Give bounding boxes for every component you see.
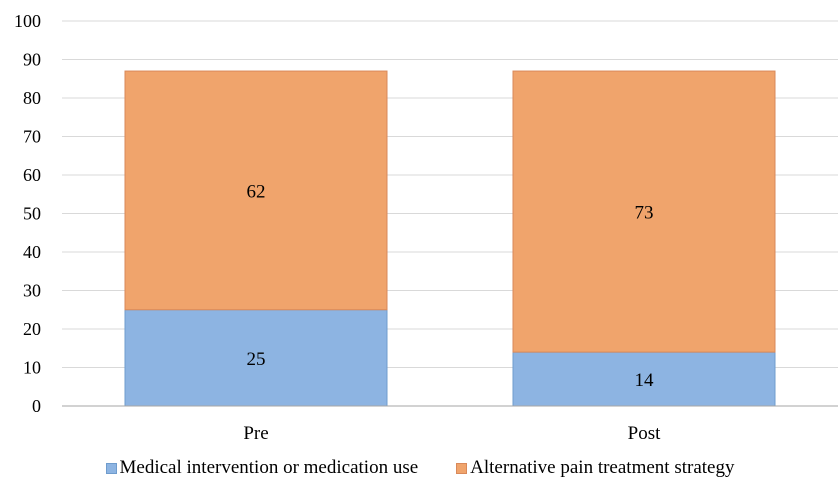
x-axis-ticks: Pre Post — [243, 423, 661, 444]
legend-swatch-alternative — [456, 462, 468, 474]
data-label-pre-series-1: 62 — [247, 181, 266, 202]
y-tick-label-90: 90 — [23, 50, 41, 70]
y-tick-label-30: 30 — [23, 281, 41, 301]
data-label-post-series-0: 14 — [635, 370, 655, 391]
legend-item-alternative: Alternative pain treatment strategy — [456, 457, 734, 479]
x-tick-label-post: Post — [628, 423, 661, 444]
x-tick-label-pre: Pre — [243, 423, 268, 444]
legend-item-medical: Medical intervention or medication use — [105, 457, 419, 479]
y-tick-label-10: 10 — [23, 358, 41, 378]
bar-pre-series-1 — [124, 70, 388, 311]
y-axis-ticks: 0 10 20 30 40 50 60 70 80 90 100 — [14, 11, 41, 416]
data-labels: 25 62 14 73 — [247, 181, 655, 391]
y-tick-label-60: 60 — [23, 165, 41, 185]
bar-post-series-1 — [512, 70, 776, 353]
legend-swatch-medical — [105, 462, 117, 474]
legend-label-medical: Medical intervention or medication use — [119, 457, 419, 478]
y-tick-label-80: 80 — [23, 88, 41, 108]
y-tick-label-70: 70 — [23, 127, 41, 147]
y-tick-label-100: 100 — [14, 11, 41, 31]
legend-label-alternative: Alternative pain treatment strategy — [470, 457, 735, 478]
y-tick-label-40: 40 — [23, 242, 41, 262]
data-label-post-series-1: 73 — [635, 203, 654, 224]
legend: Medical intervention or medication use A… — [0, 454, 840, 482]
data-label-pre-series-0: 25 — [247, 349, 266, 370]
bars — [124, 70, 776, 407]
y-tick-label-0: 0 — [32, 396, 41, 416]
y-tick-label-20: 20 — [23, 319, 41, 339]
y-tick-label-50: 50 — [23, 204, 41, 224]
